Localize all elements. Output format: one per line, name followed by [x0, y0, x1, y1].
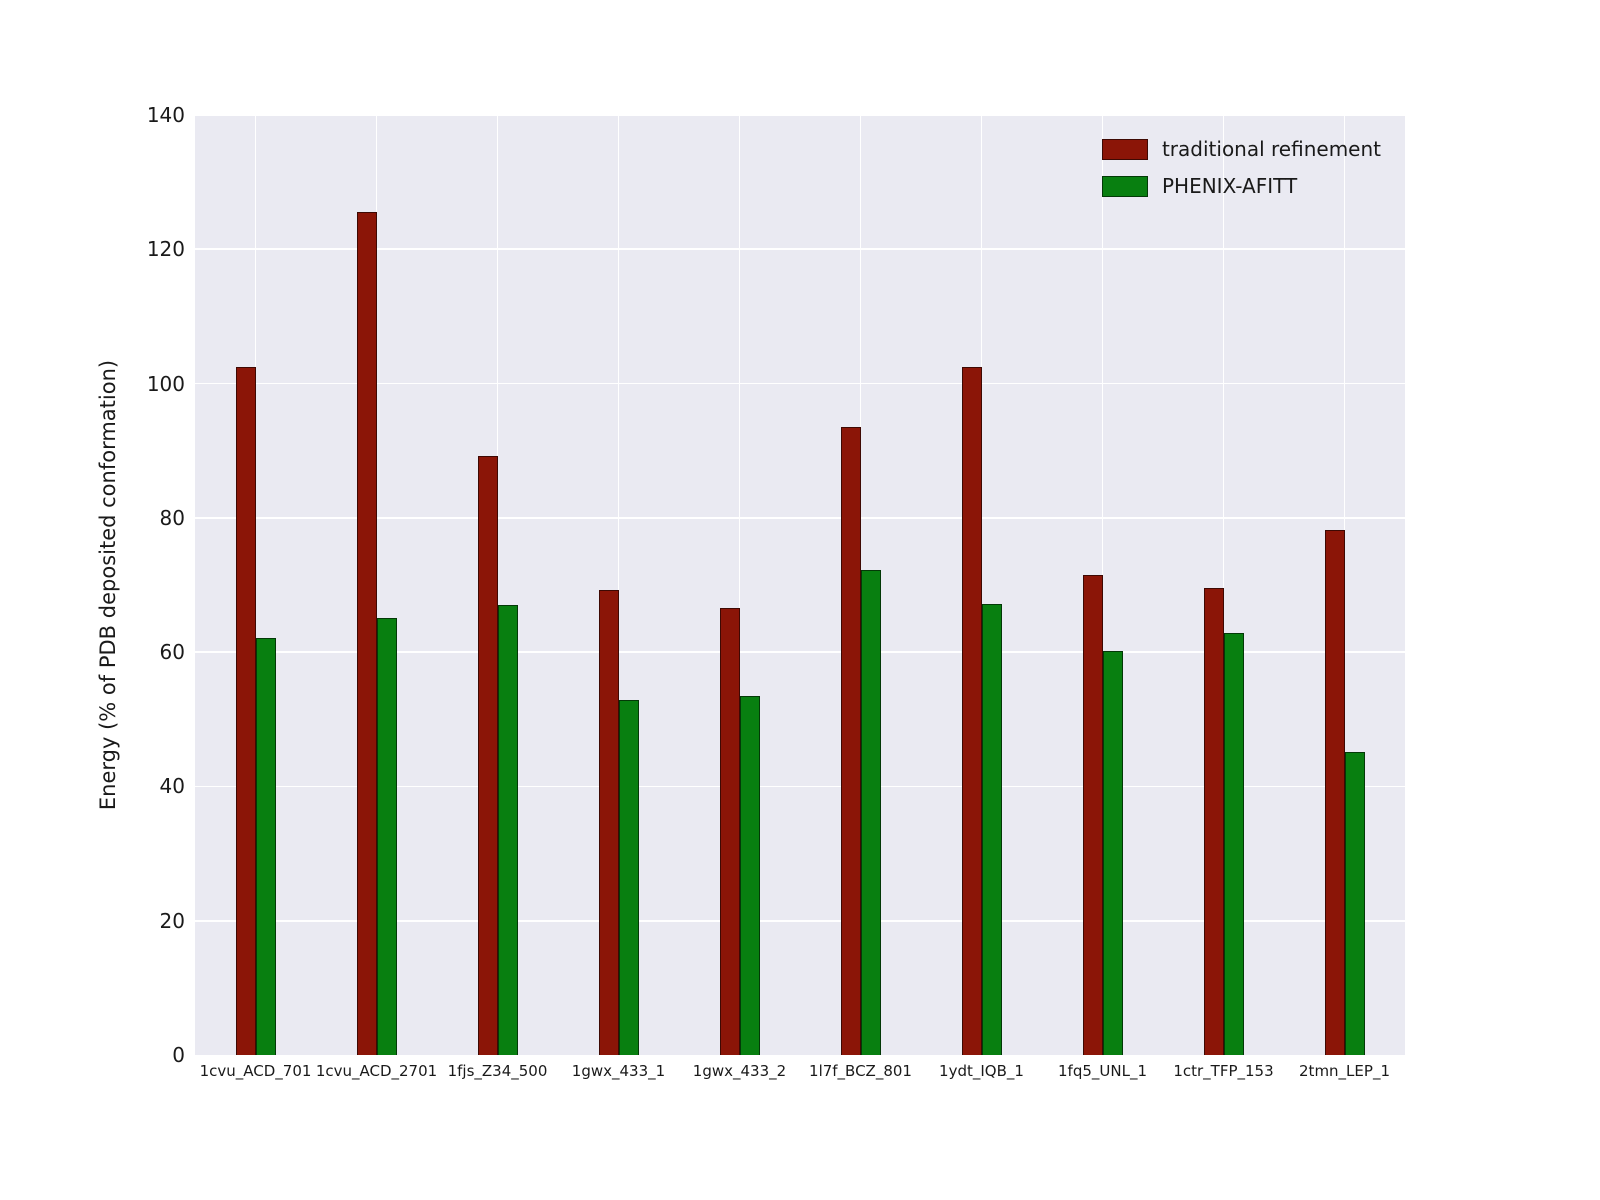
- bar-phenix-afitt: [255, 638, 276, 1055]
- bar-traditional-refinement: [1324, 529, 1345, 1055]
- bar-traditional-refinement: [598, 590, 619, 1055]
- y-tick-label: 100: [146, 371, 185, 396]
- legend-label-phenix-afitt: PHENIX-AFITT: [1161, 174, 1298, 198]
- x-tick-label: 1ydt_IQB_1: [939, 1062, 1024, 1080]
- bar-traditional-refinement: [356, 212, 377, 1055]
- gridline-vertical: [738, 115, 741, 1055]
- gridline-vertical: [617, 115, 620, 1055]
- gridline-horizontal: [195, 382, 1405, 385]
- legend-label-traditional-refinement: traditional refinement: [1161, 137, 1381, 161]
- x-tick-label: 1cvu_ACD_701: [199, 1062, 312, 1080]
- legend-swatch-phenix-afitt: [1101, 175, 1148, 197]
- x-tick-label: 1gwx_433_1: [571, 1062, 666, 1080]
- legend: traditional refinement PHENIX-AFITT: [1094, 131, 1389, 204]
- bar-traditional-refinement: [961, 366, 982, 1055]
- x-tick-labels: 1cvu_ACD_701 1cvu_ACD_2701 1fjs_Z34_500 1gw…: [195, 1062, 1405, 1092]
- bar-traditional-refinement: [719, 607, 740, 1055]
- legend-item-phenix-afitt: PHENIX-AFITT: [1101, 174, 1381, 198]
- y-tick-label: 120: [146, 237, 185, 262]
- x-tick-label: 1fq5_UNL_1: [1058, 1062, 1147, 1080]
- bar-phenix-afitt: [618, 699, 639, 1055]
- x-tick-label: 1gwx_433_2: [692, 1062, 787, 1080]
- bar-phenix-afitt: [981, 603, 1002, 1055]
- gridline-horizontal: [195, 919, 1405, 922]
- legend-swatch-traditional-refinement: [1101, 138, 1148, 160]
- x-tick-label: 1ctr_TFP_153: [1173, 1062, 1274, 1080]
- y-tick-labels: 0 20 40 60 80 100 120 140: [0, 103, 185, 1067]
- y-tick-label: 40: [159, 774, 185, 799]
- bar-traditional-refinement: [1082, 574, 1103, 1055]
- gridline-horizontal: [195, 785, 1405, 788]
- legend-item-traditional-refinement: traditional refinement: [1101, 137, 1381, 161]
- bar-phenix-afitt: [376, 617, 397, 1055]
- gridline-horizontal: [195, 651, 1405, 653]
- bar-phenix-afitt: [860, 569, 881, 1055]
- y-tick-label: 20: [159, 908, 185, 933]
- bar-traditional-refinement: [840, 427, 861, 1055]
- x-tick-label: 1cvu_ACD_2701: [315, 1062, 438, 1080]
- bar-phenix-afitt: [739, 696, 760, 1055]
- bar-traditional-refinement: [1203, 588, 1224, 1055]
- y-tick-label: 60: [159, 640, 185, 665]
- bar-traditional-refinement: [477, 456, 498, 1055]
- bar-traditional-refinement: [235, 366, 256, 1055]
- x-tick-label: 2tmn_LEP_1: [1299, 1062, 1390, 1080]
- bar-phenix-afitt: [1102, 651, 1123, 1055]
- y-tick-label: 140: [146, 103, 185, 127]
- plot-area: traditional refinement PHENIX-AFITT: [195, 114, 1405, 1055]
- bars-layer: [195, 115, 1405, 1055]
- y-tick-label: 0: [172, 1043, 185, 1067]
- gridline-vertical: [1222, 115, 1225, 1055]
- bar-phenix-afitt: [1223, 632, 1244, 1055]
- x-tick-label: 1fjs_Z34_500: [447, 1062, 548, 1080]
- y-tick-label: 80: [159, 505, 185, 530]
- bar-phenix-afitt: [1344, 752, 1365, 1055]
- x-tick-label: 1l7f_BCZ_801: [809, 1062, 912, 1080]
- gridline-horizontal: [195, 517, 1405, 519]
- bar-phenix-afitt: [497, 605, 518, 1055]
- gridline-horizontal: [195, 114, 1405, 116]
- gridline-horizontal: [195, 248, 1405, 251]
